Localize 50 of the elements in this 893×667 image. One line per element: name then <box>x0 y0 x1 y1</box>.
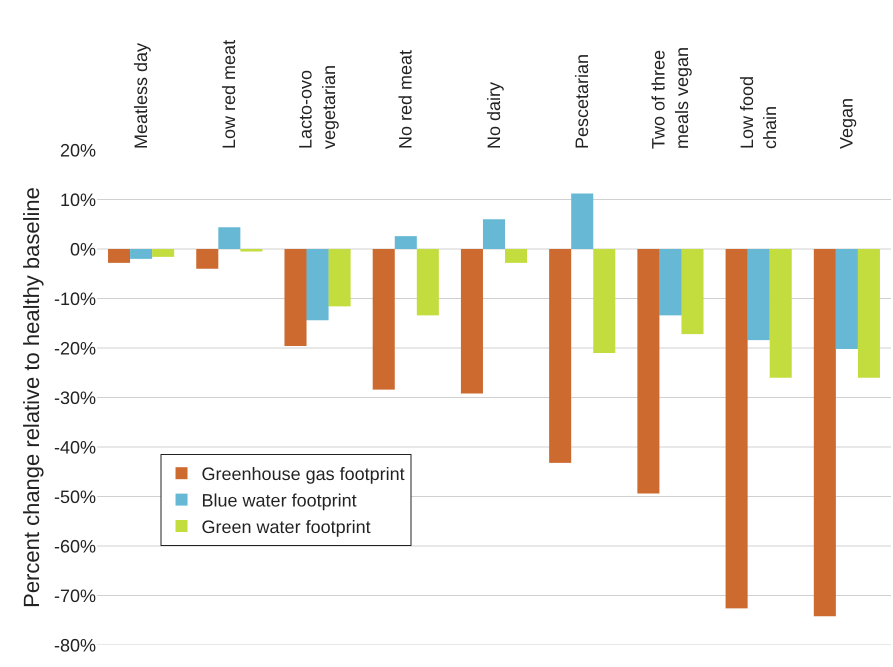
bar <box>505 249 528 263</box>
bar <box>836 249 858 349</box>
bar <box>549 249 572 463</box>
y-tick-label: -50% <box>54 486 96 507</box>
bar <box>284 249 307 346</box>
bar <box>858 249 880 378</box>
x-tick-label: No red meat <box>396 50 416 149</box>
bar <box>659 249 682 316</box>
bar <box>482 219 506 249</box>
bar <box>108 249 130 263</box>
bar <box>571 194 594 249</box>
legend-label: Green water footprint <box>202 517 371 538</box>
x-tick-label: Two of three meals vegan <box>648 46 692 149</box>
y-tick-label: -10% <box>54 288 96 309</box>
bar <box>152 249 174 257</box>
y-tick-label: -80% <box>54 635 96 656</box>
legend-label: Greenhouse gas footprint <box>202 464 405 484</box>
x-tick-label: Vegan <box>836 98 857 149</box>
y-tick-label: -40% <box>54 437 96 458</box>
bar <box>196 249 218 269</box>
y-tick-label: -70% <box>54 586 96 606</box>
y-tick-label: 20% <box>60 140 96 160</box>
bar <box>593 249 616 353</box>
legend-label: Blue water footprint <box>202 490 357 511</box>
bar <box>637 249 660 494</box>
y-tick-label: -20% <box>54 338 96 358</box>
bar <box>416 249 439 316</box>
y-axis-title: Percent change relative to healthy baseline <box>18 187 44 608</box>
bar <box>814 249 836 616</box>
x-tick-label: Low food chain <box>736 76 780 149</box>
bar <box>218 227 240 249</box>
bar <box>770 249 792 378</box>
bar <box>372 249 395 390</box>
bar <box>726 249 748 608</box>
bar <box>748 249 770 340</box>
y-tick-label: 10% <box>60 190 96 210</box>
bar <box>130 249 152 259</box>
x-tick-label: Meatless day <box>130 42 151 149</box>
bar <box>328 249 351 306</box>
x-tick-label: No dairy <box>484 82 504 149</box>
y-tick-label: -60% <box>54 536 96 556</box>
x-tick-label: Lacto-ovo vegetarian <box>296 64 340 149</box>
bar <box>394 236 417 249</box>
bar <box>460 249 483 394</box>
y-tick-label: 0% <box>70 239 96 260</box>
y-tick-label: -30% <box>54 388 96 408</box>
bar <box>306 249 329 320</box>
bar <box>681 249 704 334</box>
x-tick-label: Low red meat <box>219 40 240 149</box>
x-tick-label: Pescetarian <box>572 54 592 149</box>
